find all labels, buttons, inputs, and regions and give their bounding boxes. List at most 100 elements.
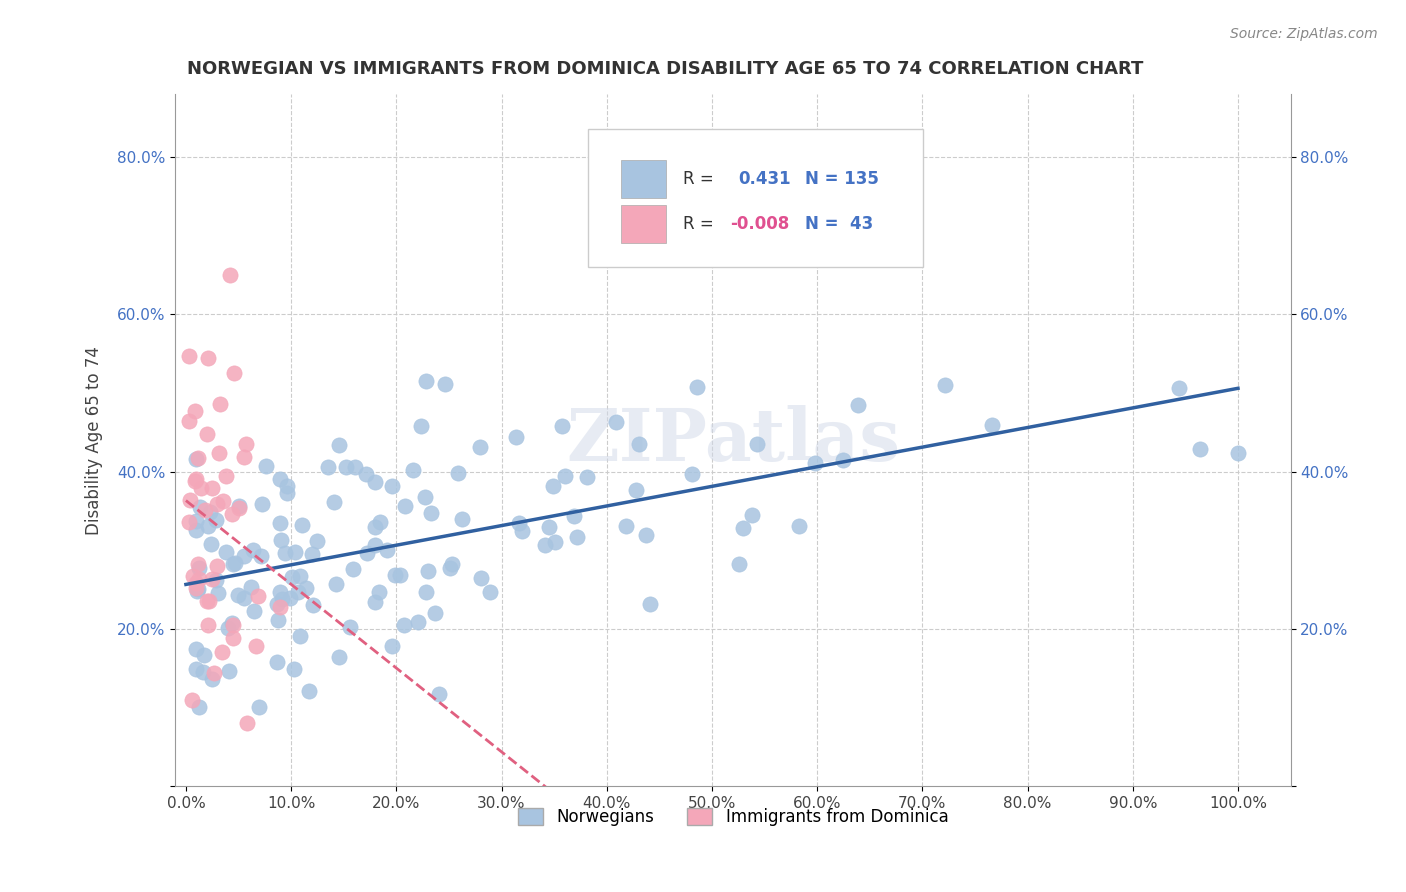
Norwegians (193, 648, 215, 662)
Norwegians (981, 418, 1004, 433)
Norwegians (508, 516, 530, 530)
Norwegians (624, 483, 647, 498)
Norwegians (186, 452, 208, 467)
Immigrants from Dominica (184, 472, 207, 486)
Norwegians (479, 585, 502, 599)
Norwegians (447, 466, 470, 480)
Norwegians (512, 524, 534, 538)
Norwegians (402, 463, 425, 477)
Norwegians (328, 438, 350, 452)
Text: ZIPatlas: ZIPatlas (567, 405, 900, 475)
Norwegians (554, 469, 576, 483)
Norwegians (222, 557, 245, 571)
Norwegians (187, 700, 209, 714)
Norwegians (267, 613, 290, 627)
Norwegians (201, 672, 224, 686)
Norwegians (186, 523, 208, 537)
Immigrants from Dominica (228, 501, 250, 516)
Norwegians (634, 528, 657, 542)
Norwegians (686, 380, 709, 394)
Norwegians (239, 580, 262, 594)
Norwegians (384, 568, 406, 582)
Norwegians (389, 568, 412, 582)
Norwegians (394, 499, 416, 513)
Immigrants from Dominica (212, 494, 235, 508)
Norwegians (364, 538, 387, 552)
Norwegians (269, 472, 291, 486)
Text: Source: ZipAtlas.com: Source: ZipAtlas.com (1230, 27, 1378, 41)
Norwegians (316, 460, 339, 475)
Norwegians (224, 556, 246, 570)
Norwegians (367, 584, 389, 599)
Norwegians (433, 377, 456, 392)
Norwegians (228, 500, 250, 514)
Legend: Norwegians, Immigrants from Dominica: Norwegians, Immigrants from Dominica (510, 801, 955, 833)
Text: N = 135: N = 135 (806, 170, 879, 188)
Norwegians (269, 585, 291, 599)
Text: N =  43: N = 43 (806, 215, 873, 233)
Norwegians (392, 618, 415, 632)
Norwegians (804, 456, 827, 470)
Norwegians (544, 535, 567, 549)
Immigrants from Dominica (181, 693, 204, 707)
Norwegians (280, 569, 302, 583)
Norwegians (250, 549, 273, 564)
Norwegians (254, 458, 277, 473)
Immigrants from Dominica (181, 569, 204, 583)
Norwegians (294, 581, 316, 595)
Immigrants from Dominica (245, 639, 267, 653)
Norwegians (328, 649, 350, 664)
Norwegians (339, 620, 361, 634)
Norwegians (188, 561, 211, 575)
Norwegians (186, 583, 208, 598)
Immigrants from Dominica (177, 515, 200, 529)
Immigrants from Dominica (198, 594, 221, 608)
Norwegians (470, 571, 492, 585)
Immigrants from Dominica (195, 593, 218, 607)
Immigrants from Dominica (177, 414, 200, 428)
Norwegians (287, 585, 309, 599)
Immigrants from Dominica (184, 582, 207, 596)
Immigrants from Dominica (177, 349, 200, 363)
Norwegians (335, 459, 357, 474)
Norwegians (534, 538, 557, 552)
Text: 0.431: 0.431 (738, 170, 792, 188)
Norwegians (638, 597, 661, 611)
Norwegians (205, 573, 228, 587)
Norwegians (298, 684, 321, 698)
Norwegians (288, 629, 311, 643)
Norwegians (364, 520, 387, 534)
Norwegians (242, 542, 264, 557)
Norwegians (288, 569, 311, 583)
Immigrants from Dominica (207, 559, 229, 574)
Norwegians (1188, 442, 1211, 457)
Norwegians (301, 547, 323, 561)
Immigrants from Dominica (224, 366, 246, 380)
Norwegians (344, 459, 367, 474)
Norwegians (364, 595, 387, 609)
Immigrants from Dominica (205, 497, 228, 511)
Immigrants from Dominica (202, 665, 225, 680)
FancyBboxPatch shape (588, 129, 922, 268)
Norwegians (375, 543, 398, 558)
Norwegians (409, 419, 432, 434)
Immigrants from Dominica (235, 437, 257, 451)
Norwegians (276, 479, 298, 493)
Norwegians (451, 511, 474, 525)
Immigrants from Dominica (184, 474, 207, 488)
Norwegians (733, 521, 755, 535)
Norwegians (627, 437, 650, 451)
Norwegians (217, 621, 239, 635)
Norwegians (186, 642, 208, 657)
Norwegians (470, 440, 492, 454)
Immigrants from Dominica (236, 715, 259, 730)
Norwegians (186, 662, 208, 676)
Immigrants from Dominica (201, 482, 224, 496)
Norwegians (186, 514, 208, 528)
Norwegians (325, 577, 347, 591)
Norwegians (322, 495, 344, 509)
Immigrants from Dominica (215, 469, 238, 483)
Norwegians (233, 591, 256, 605)
Immigrants from Dominica (269, 600, 291, 615)
Norwegians (269, 516, 291, 530)
